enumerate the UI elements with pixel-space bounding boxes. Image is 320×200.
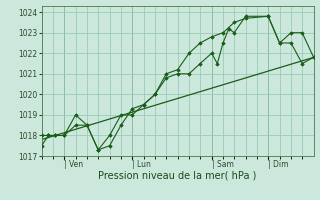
X-axis label: Pression niveau de la mer( hPa ): Pression niveau de la mer( hPa ) <box>99 171 257 181</box>
